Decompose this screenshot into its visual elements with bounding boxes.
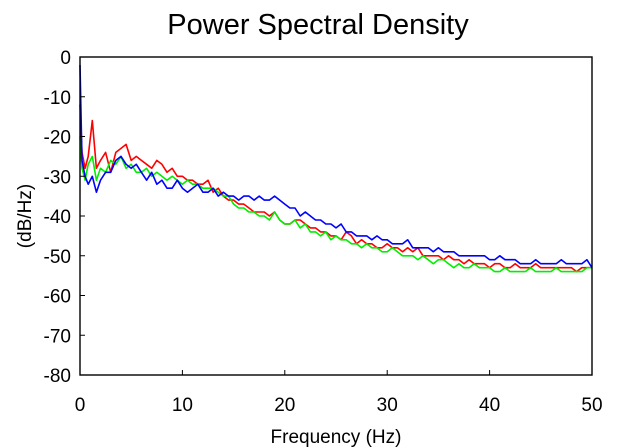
y-axis-label: (dB/Hz) <box>15 184 36 248</box>
x-tick-label: 20 <box>274 395 295 416</box>
series-line-2 <box>79 136 592 273</box>
y-tick-label: -40 <box>44 207 71 228</box>
x-tick-label: 10 <box>172 395 193 416</box>
y-tick-label: -50 <box>44 247 71 268</box>
plot-frame <box>79 56 593 376</box>
series-layer <box>79 64 593 273</box>
y-tick-label: 0 <box>60 48 71 69</box>
y-tick-label: -80 <box>44 366 71 387</box>
x-tick-label: 40 <box>479 395 500 416</box>
y-tick-label: -20 <box>44 128 71 149</box>
series-line-3 <box>79 64 593 269</box>
tick-layer: 0 10 20 30 40 50 0 -10 -20 -30 -40 -50 -60 -70 -80 <box>44 48 603 416</box>
chart-title: Power Spectral Density <box>167 9 469 41</box>
y-tick-label: -70 <box>44 326 71 347</box>
series-line-1 <box>79 104 592 273</box>
y-tick-label: -10 <box>44 88 71 109</box>
y-tick-label: -60 <box>44 287 71 308</box>
x-axis-label: Frequency (Hz) <box>271 427 402 448</box>
x-tick-label: 30 <box>377 395 398 416</box>
x-tick-label: 0 <box>75 395 86 416</box>
y-tick-label: -30 <box>44 167 71 188</box>
x-tick-label: 50 <box>581 395 602 416</box>
